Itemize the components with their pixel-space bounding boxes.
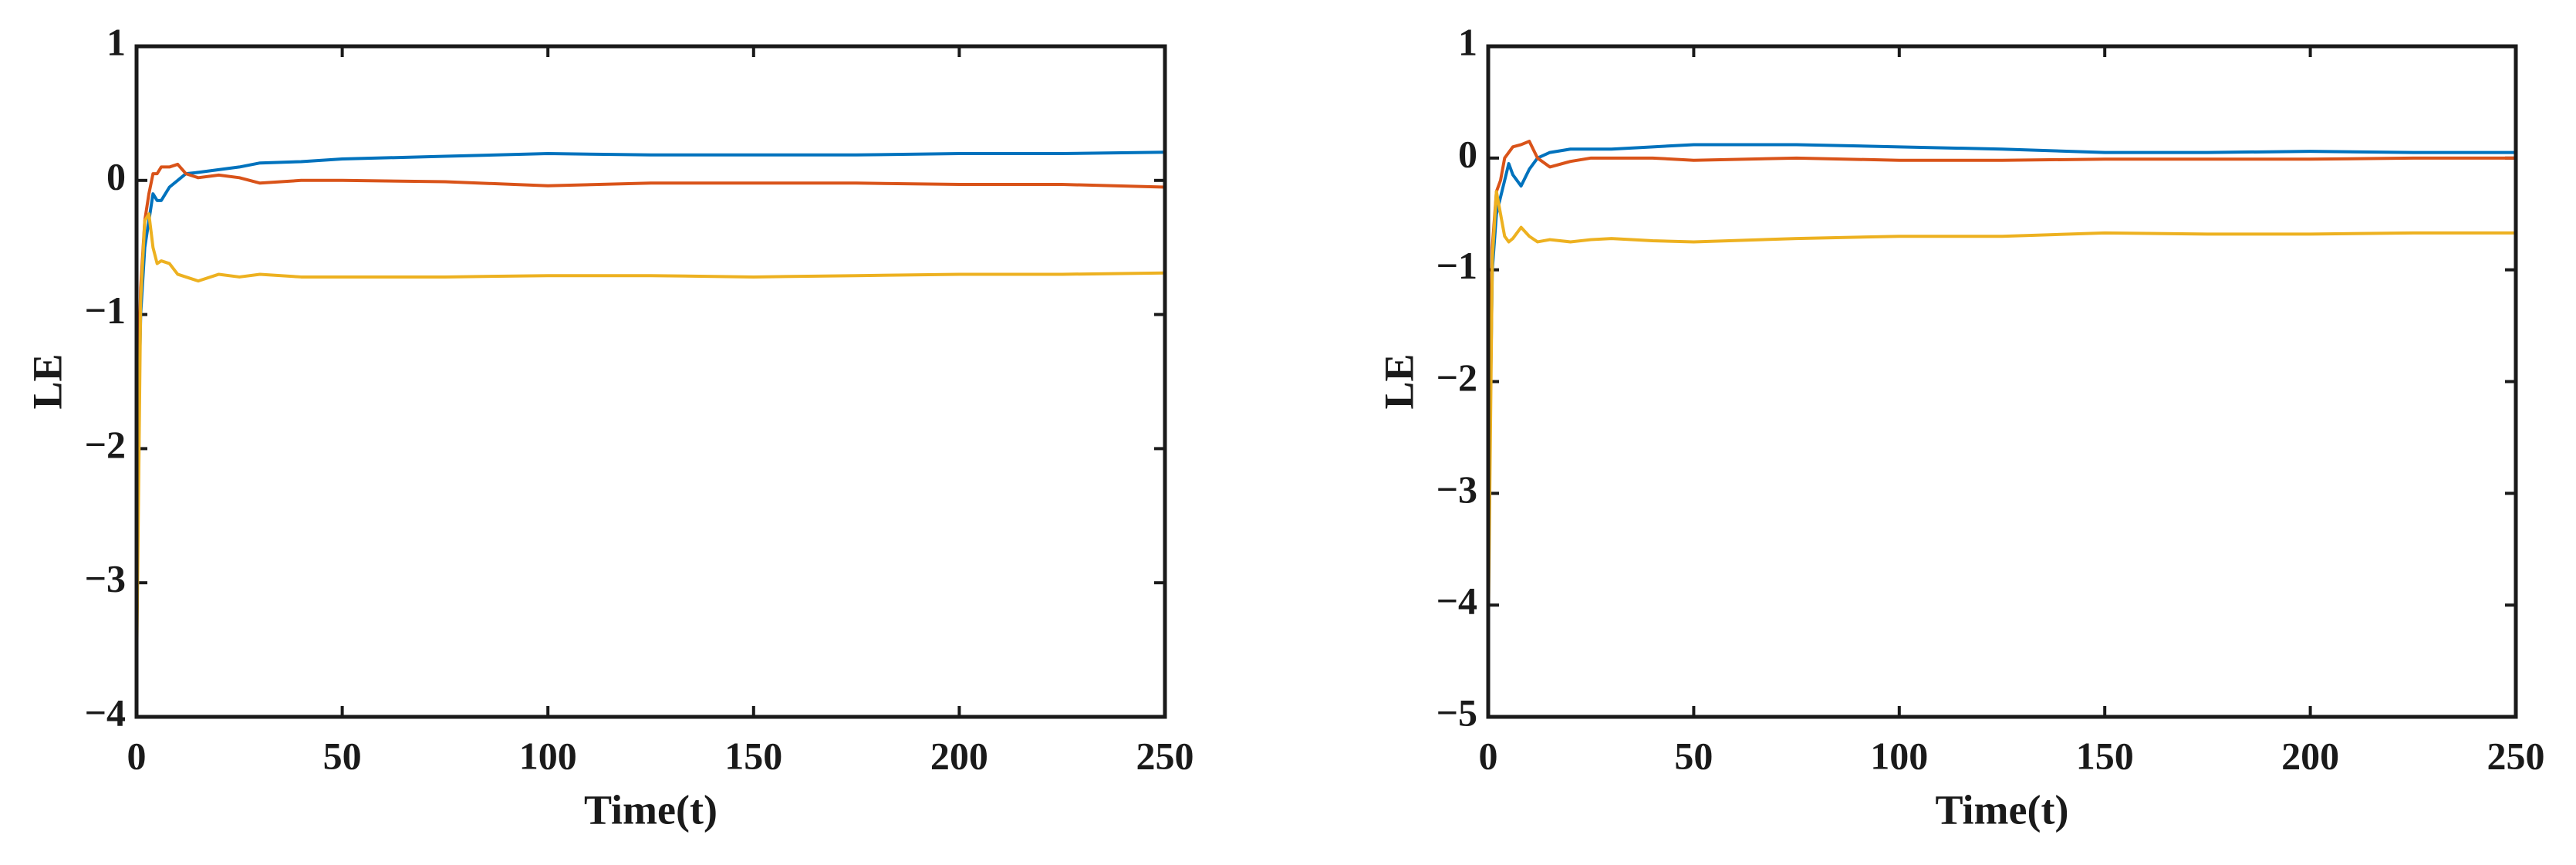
x-tick-label: 250 [2487,734,2545,777]
line-series [1487,190,2516,639]
y-tick-label: −4 [1437,579,1478,623]
line-series [135,212,1166,677]
y-tick-label: 1 [1458,20,1477,63]
plot-frame [1486,44,2518,719]
y-axis-label: LE [1376,353,1422,409]
y-tick-label: −5 [1437,691,1478,734]
x-tick-label: 250 [1136,734,1194,777]
x-tick-label: 150 [724,734,782,777]
y-tick-label: −3 [85,557,127,600]
y-tick-label: 1 [106,20,126,63]
x-tick-label: 100 [1870,734,1928,777]
y-tick-label: −1 [85,289,127,332]
line-series [1487,140,2516,494]
line-series [135,150,1166,516]
x-tick-label: 0 [127,734,147,777]
x-axis-label: Time(t) [584,786,717,833]
x-tick-label: 150 [2076,734,2134,777]
x-tick-label: 50 [323,734,362,777]
line-series [1487,143,2516,549]
y-tick-label: 0 [1458,132,1477,175]
y-tick-label: −1 [1437,244,1478,287]
y-tick-label: −3 [1437,468,1478,511]
plot-frame [134,44,1167,719]
y-tick-label: −2 [85,423,127,466]
y-tick-label: −2 [1437,356,1478,399]
x-tick-label: 100 [519,734,577,777]
y-axis-label: LE [24,353,70,409]
x-axis-label: Time(t) [1936,786,2069,833]
y-tick-label: −4 [85,691,127,734]
x-tick-label: 200 [930,734,988,777]
x-tick-label: 200 [2281,734,2339,777]
x-tick-label: 50 [1674,734,1713,777]
y-tick-label: 0 [106,154,126,198]
line-series [135,162,1166,449]
x-tick-label: 0 [1479,734,1498,777]
